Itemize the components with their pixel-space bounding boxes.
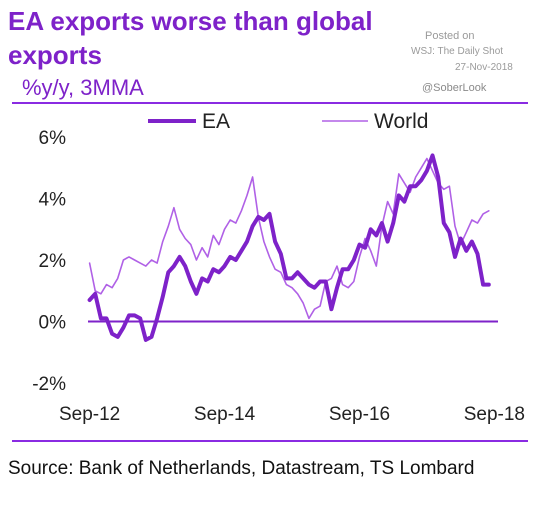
publication-label: WSJ: The Daily Shot	[411, 46, 504, 57]
y-tick-label: 6%	[39, 128, 67, 149]
y-tick-label: 0%	[39, 313, 67, 334]
series-line-ea	[87, 153, 491, 342]
posted-date: 27-Nov-2018	[455, 62, 513, 73]
legend: EA World	[148, 110, 428, 133]
legend-label-world: World	[374, 110, 428, 133]
x-tick-label: Sep-18	[464, 404, 525, 425]
author-handle: @SoberLook	[422, 82, 487, 94]
series-layer	[87, 153, 491, 342]
y-tick-label: -2%	[32, 374, 66, 395]
footer-divider	[12, 440, 528, 442]
source-note: Source: Bank of Netherlands, Datastream,…	[8, 458, 475, 479]
y-tick-label: 4%	[39, 190, 67, 211]
y-tick-label: 2%	[39, 251, 67, 272]
y-axis: -2% 0% 2% 4% 6%	[32, 128, 66, 395]
x-tick-label: Sep-14	[194, 404, 256, 425]
x-tick-label: Sep-12	[59, 404, 120, 425]
series-line-world	[88, 157, 490, 320]
header-divider	[12, 102, 528, 104]
x-axis: Sep-12 Sep-14 Sep-16 Sep-18	[59, 404, 525, 425]
legend-label-ea: EA	[202, 110, 230, 133]
chart-title: EA exports worse than global exports	[8, 6, 373, 70]
posted-on-label: Posted on	[425, 30, 475, 42]
chart-subtitle: %y/y, 3MMA	[22, 75, 144, 100]
x-tick-label: Sep-16	[329, 404, 390, 425]
